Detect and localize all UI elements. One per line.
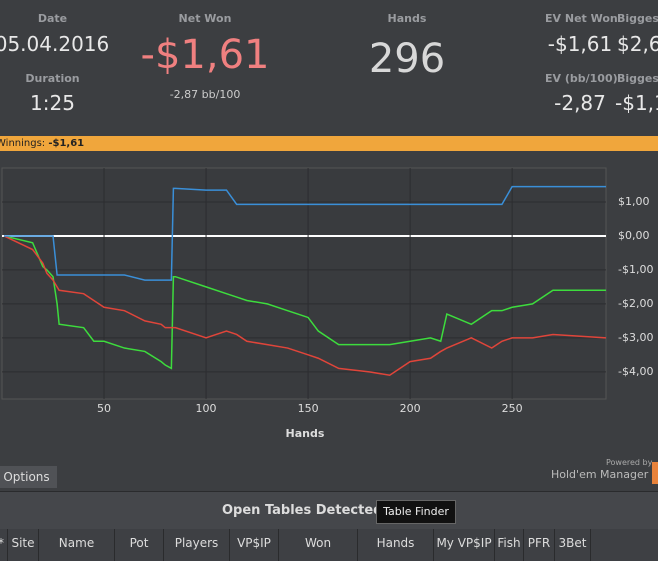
- stat-value: 05.04.2016: [0, 32, 110, 56]
- column-header[interactable]: Hands: [358, 529, 434, 561]
- stat-label: Hands: [387, 12, 427, 25]
- hands-value: 296: [368, 36, 446, 82]
- x-tick-label: 250: [502, 402, 523, 415]
- options-button[interactable]: Options: [0, 466, 57, 488]
- column-header[interactable]: Pot: [115, 529, 164, 561]
- net-won-sub: -2,87 bb/100: [169, 88, 241, 101]
- plot-area: [1, 167, 607, 400]
- column-header[interactable]: Players: [164, 529, 230, 561]
- column-header[interactable]: Won: [279, 529, 358, 561]
- powered-name: Hold'em Manager: [551, 468, 649, 481]
- stat-label: Date: [37, 12, 68, 25]
- series-line: [3, 235, 607, 377]
- column-header[interactable]: Fish: [495, 529, 524, 561]
- stat-value: -$1,61: [547, 32, 613, 56]
- logo: [652, 462, 658, 484]
- winnings-banner: Winnings: -$1,61: [0, 136, 658, 151]
- series-line: [3, 235, 606, 370]
- stat-label: Net Won: [178, 12, 232, 25]
- stat-label: Duration: [25, 72, 80, 85]
- stat-value: -$1,1: [615, 91, 658, 115]
- stat-value: $2,6: [617, 32, 658, 56]
- y-tick-label: -$3,00: [618, 331, 653, 344]
- tables-title: Open Tables Detected: [222, 503, 383, 518]
- y-tick-label: -$2,00: [618, 297, 653, 310]
- x-axis-label: Hands: [286, 427, 325, 440]
- y-tick-label: $1,00: [618, 195, 650, 208]
- column-header[interactable]: PFR: [524, 529, 555, 561]
- y-tick-label: $0,00: [618, 229, 650, 242]
- net-won-value: -$1,61: [140, 32, 270, 78]
- stat-label: Biggest W: [617, 12, 658, 25]
- stat-label: EV (bb/100): [545, 72, 618, 85]
- stat-value: -2,87: [554, 91, 606, 115]
- stat-value: 1:25: [30, 91, 75, 115]
- column-header[interactable]: 3Bet: [555, 529, 591, 561]
- stat-label: EV Net Won: [545, 12, 618, 25]
- table-finder-button[interactable]: Table Finder: [376, 500, 456, 524]
- x-tick-label: 100: [196, 402, 217, 415]
- banner-value: -$1,61: [48, 138, 85, 149]
- x-tick-label: 150: [298, 402, 319, 415]
- stat-label: Biggest L: [617, 72, 658, 85]
- chart: Hands $1,00 $0,00 -$1,00 -$2,00 -$3,00 -$4,00…: [1, 167, 653, 440]
- column-header[interactable]: *: [0, 529, 8, 561]
- series-line: [4, 185, 606, 281]
- column-header[interactable]: VP$IP: [230, 529, 279, 561]
- y-tick-label: -$4,00: [618, 365, 653, 378]
- column-header[interactable]: Name: [39, 529, 115, 561]
- powered-by: Powered by: [606, 458, 653, 467]
- x-tick-label: 50: [97, 402, 111, 415]
- column-header[interactable]: Site: [8, 529, 39, 561]
- y-tick-label: -$1,00: [618, 263, 653, 276]
- x-tick-label: 200: [400, 402, 421, 415]
- banner-label: Winnings:: [0, 138, 46, 149]
- column-header[interactable]: My VP$IP: [434, 529, 495, 561]
